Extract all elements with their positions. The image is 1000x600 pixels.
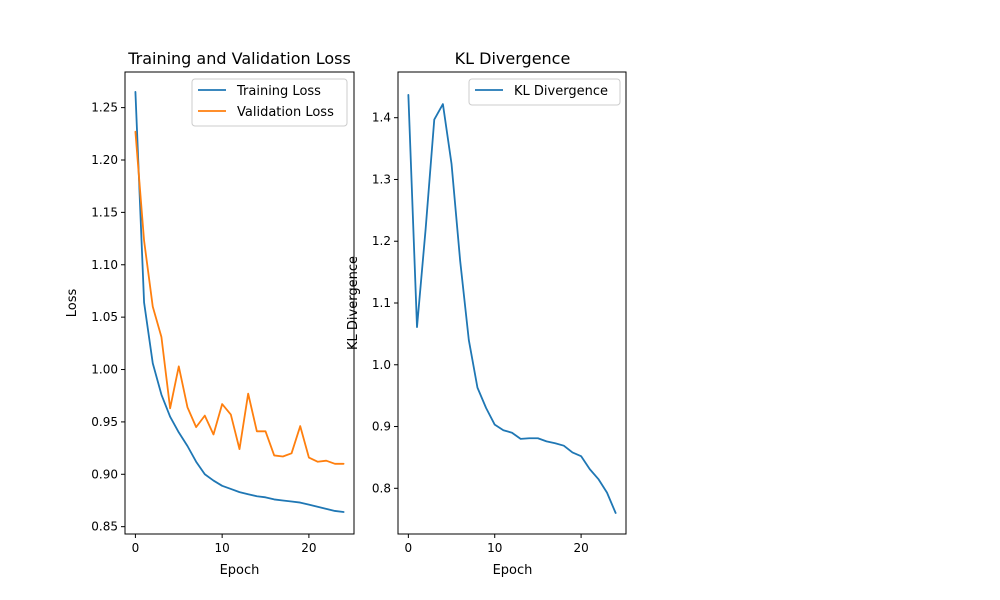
loss-chart-legend-box: [191, 78, 348, 127]
series-line-validation-loss: [134, 130, 345, 465]
kl-chart-ylabel: KL Divergence: [346, 256, 361, 350]
loss-y-tick-label-2: 0.95: [91, 415, 118, 429]
loss-chart-y-ticks: 0.85 0.90 0.95 1.00 1.05 1.10 1.15 1.20 1.25: [91, 101, 125, 534]
kl-x-tick-label-0: 0: [405, 541, 413, 555]
kl-y-tick-label-5: 1.3: [372, 172, 391, 186]
loss-chart-title: Training and Validation Loss: [127, 49, 351, 68]
kl-y-tick-label-4: 1.2: [372, 234, 391, 248]
kl-x-tick-label-20: 20: [573, 541, 588, 555]
loss-y-tick-label-0: 0.85: [91, 520, 118, 534]
loss-x-tick-label-10: 10: [215, 541, 230, 555]
loss-y-tick-label-4: 1.05: [91, 310, 118, 324]
loss-chart-legend: Training Loss Validation Loss: [191, 78, 348, 127]
loss-chart-series: [134, 91, 345, 513]
loss-chart-panel: Training and Validation Loss Epoch Loss …: [65, 49, 355, 578]
loss-chart-frame: [124, 71, 355, 535]
kl-chart-panel: KL Divergence Epoch KL Divergence 0 10 20 …: [346, 49, 627, 578]
legend-label-kl-divergence: KL Divergence: [514, 84, 608, 99]
loss-x-tick-label-0: 0: [132, 541, 140, 555]
kl-y-tick-label-1: 0.9: [372, 420, 391, 434]
kl-chart-xlabel: Epoch: [493, 563, 533, 578]
kl-chart-title: KL Divergence: [455, 49, 571, 68]
kl-y-tick-label-6: 1.4: [372, 111, 391, 125]
loss-chart-ylabel: Loss: [65, 289, 80, 318]
kl-chart-legend: KL Divergence: [468, 78, 621, 106]
kl-x-tick-label-10: 10: [487, 541, 502, 555]
loss-y-tick-label-5: 1.10: [91, 258, 118, 272]
loss-chart-x-ticks: 0 10 20: [132, 534, 317, 555]
kl-y-tick-label-0: 0.8: [372, 481, 391, 495]
loss-chart-xlabel: Epoch: [220, 563, 260, 578]
series-line-training-loss: [134, 91, 345, 513]
kl-chart-legend-box: [468, 78, 621, 106]
loss-x-tick-label-20: 20: [301, 541, 316, 555]
loss-y-tick-label-3: 1.00: [91, 363, 118, 377]
loss-y-tick-label-6: 1.15: [91, 205, 118, 219]
kl-chart-frame: [397, 71, 627, 535]
legend-label-training-loss: Training Loss: [236, 84, 321, 99]
kl-chart-x-ticks: 0 10 20: [405, 534, 589, 555]
kl-y-tick-label-2: 1.0: [372, 358, 391, 372]
loss-y-tick-label-7: 1.20: [91, 153, 118, 167]
kl-y-tick-label-3: 1.1: [372, 296, 391, 310]
kl-chart-series: [407, 93, 617, 514]
loss-y-tick-label-1: 0.90: [91, 467, 118, 481]
series-line-kl-divergence: [407, 93, 617, 514]
kl-chart-y-ticks: 0.8 0.9 1.0 1.1 1.2 1.3 1.4: [372, 111, 398, 495]
legend-label-validation-loss: Validation Loss: [237, 105, 334, 120]
loss-y-tick-label-8: 1.25: [91, 101, 118, 115]
